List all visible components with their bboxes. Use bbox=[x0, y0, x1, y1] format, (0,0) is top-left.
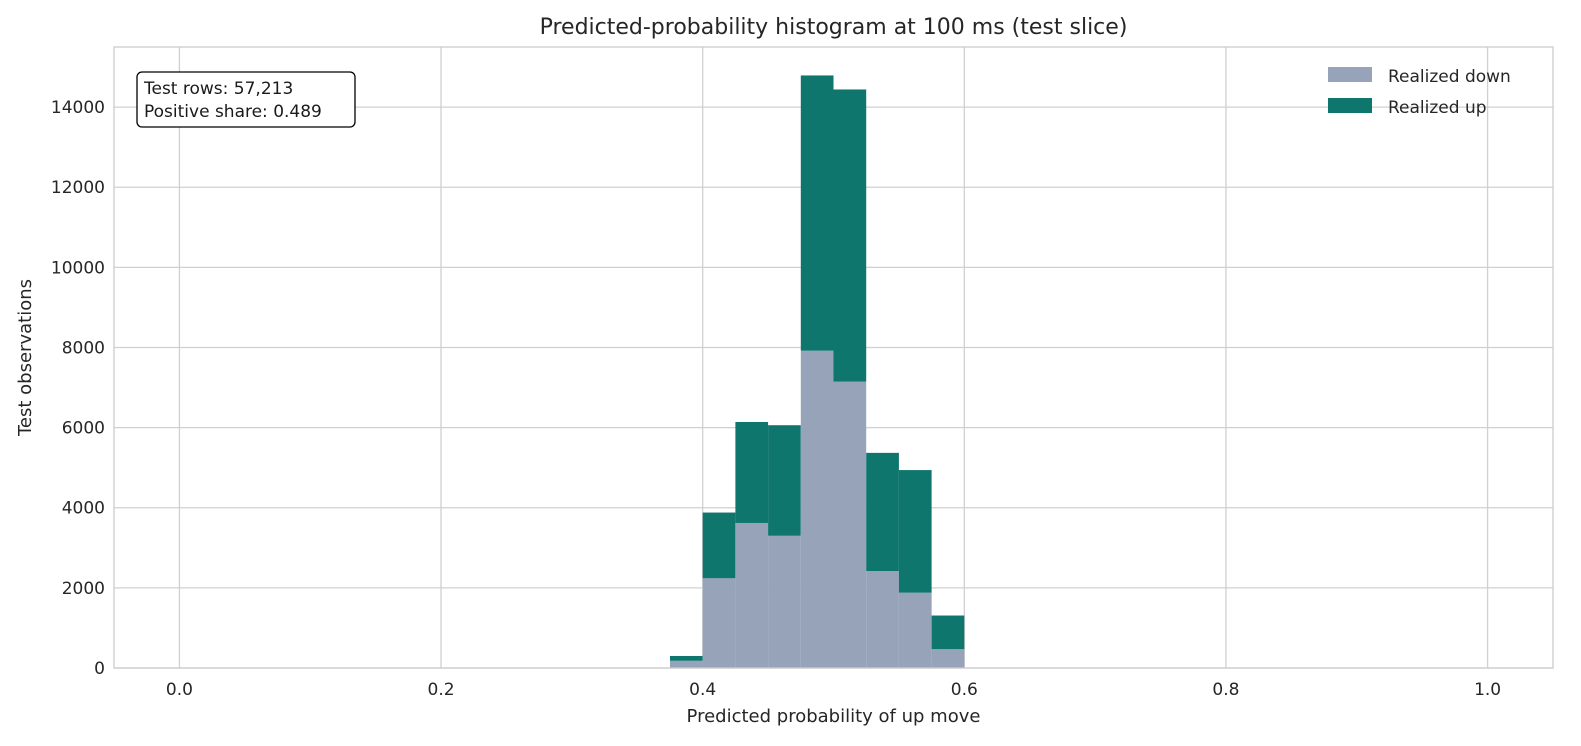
legend-label-realized-up: Realized up bbox=[1388, 98, 1487, 118]
bar-realized-down bbox=[898, 592, 932, 668]
histogram-bars bbox=[669, 75, 965, 668]
y-tick-label: 6000 bbox=[62, 419, 105, 439]
bar-realized-down bbox=[833, 381, 867, 668]
bar-realized-up bbox=[669, 655, 703, 661]
x-tick-label: 0.0 bbox=[166, 680, 193, 700]
bar-realized-up bbox=[800, 75, 834, 351]
annotation-box-frame bbox=[136, 71, 356, 128]
bar-realized-up bbox=[866, 452, 899, 572]
x-tick-labels: 0.0 0.2 0.4 0.6 0.8 1.0 bbox=[166, 680, 1501, 700]
annotation-positive-share: Positive share: 0.489 bbox=[144, 102, 322, 122]
plot-frame bbox=[113, 46, 1554, 669]
y-tick-label: 14000 bbox=[51, 98, 105, 118]
bar-realized-up bbox=[898, 470, 932, 593]
y-tick-label: 2000 bbox=[62, 579, 105, 599]
y-tick-label: 0 bbox=[94, 659, 105, 679]
x-tick-label: 1.0 bbox=[1474, 680, 1501, 700]
bar-realized-up bbox=[735, 422, 769, 523]
bar-realized-down bbox=[669, 660, 703, 668]
bar-realized-down bbox=[702, 578, 736, 668]
x-tick-label: 0.8 bbox=[1212, 680, 1239, 700]
legend: Realized down Realized up bbox=[1328, 67, 1511, 118]
legend-swatch-realized-up bbox=[1328, 98, 1372, 113]
y-axis-label: Test observations bbox=[15, 279, 36, 437]
bar-realized-up bbox=[833, 89, 867, 382]
x-tick-label: 0.6 bbox=[951, 680, 978, 700]
chart-title: Predicted-probability histogram at 100 m… bbox=[540, 15, 1128, 40]
bar-realized-up bbox=[768, 425, 801, 536]
bar-realized-down bbox=[866, 571, 899, 668]
bar-realized-up bbox=[931, 615, 965, 650]
y-tick-label: 10000 bbox=[51, 258, 105, 278]
legend-label-realized-down: Realized down bbox=[1388, 67, 1511, 87]
stats-annotation: Test rows: 57,213 Positive share: 0.489 bbox=[136, 71, 356, 128]
bar-realized-down bbox=[931, 649, 965, 668]
x-tick-label: 0.2 bbox=[428, 680, 455, 700]
legend-swatch-realized-down bbox=[1328, 67, 1372, 82]
bar-realized-up bbox=[702, 512, 736, 579]
y-tick-label: 4000 bbox=[62, 499, 105, 519]
x-tick-label: 0.4 bbox=[689, 680, 716, 700]
x-axis-label: Predicted probability of up move bbox=[687, 706, 981, 727]
y-tick-labels: 0 2000 4000 6000 8000 10000 12000 14000 bbox=[51, 98, 105, 679]
bar-realized-down bbox=[768, 535, 801, 668]
y-tick-label: 8000 bbox=[62, 338, 105, 358]
bar-realized-down bbox=[735, 522, 769, 668]
annotation-test-rows: Test rows: 57,213 bbox=[143, 79, 293, 99]
bar-realized-down bbox=[800, 350, 834, 668]
y-tick-label: 12000 bbox=[51, 178, 105, 198]
